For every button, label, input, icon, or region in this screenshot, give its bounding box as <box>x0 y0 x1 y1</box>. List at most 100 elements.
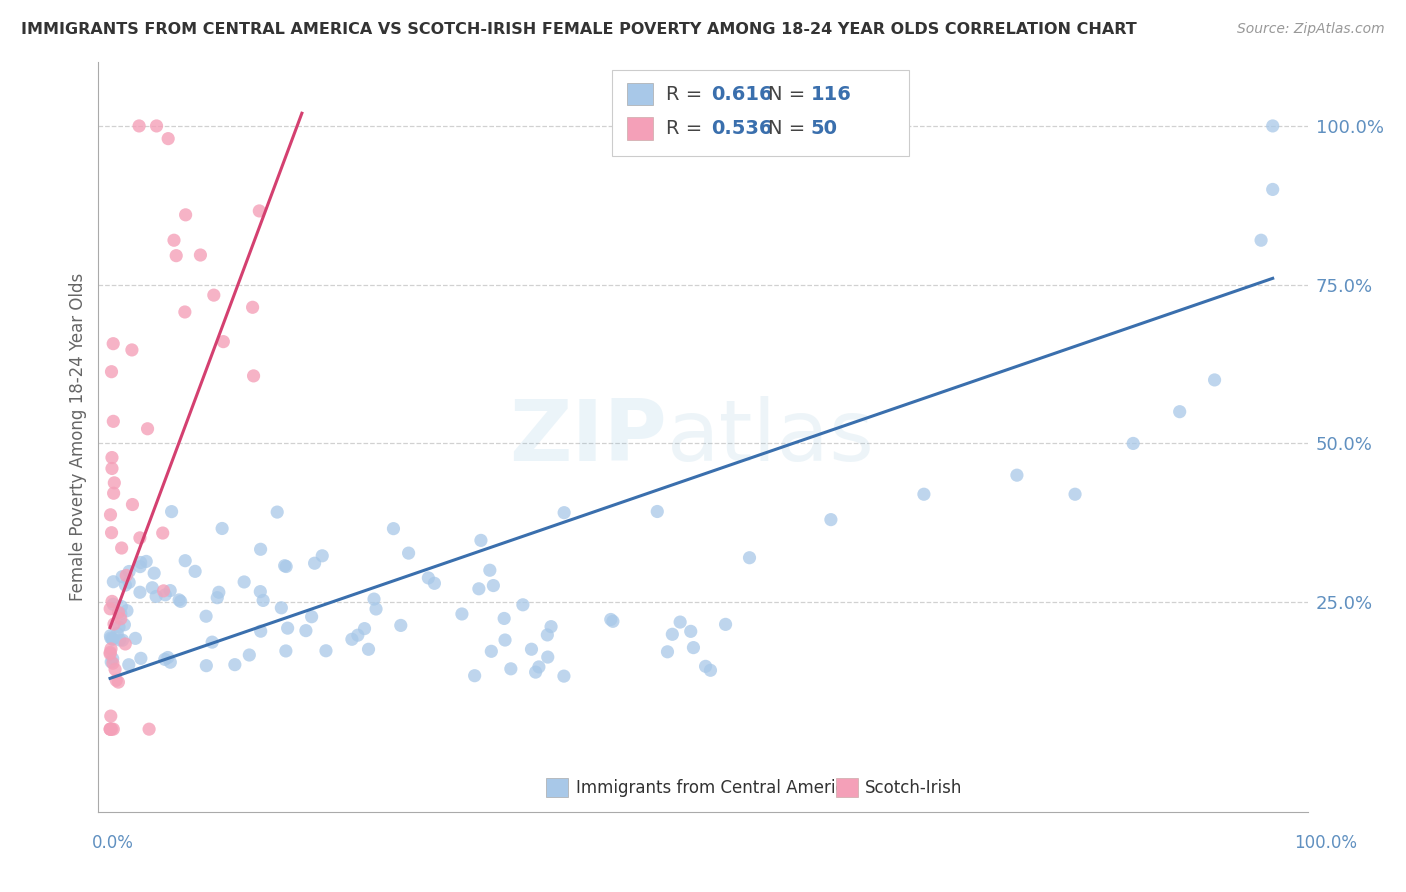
Point <box>315 644 337 658</box>
Point <box>353 622 375 636</box>
Text: R =: R = <box>665 85 709 103</box>
Point <box>695 659 717 673</box>
Text: Immigrants from Central America: Immigrants from Central America <box>576 780 855 797</box>
Point <box>537 650 560 665</box>
Point <box>153 652 176 666</box>
Point <box>645 504 668 518</box>
Point <box>115 568 138 582</box>
Point <box>101 594 124 608</box>
Point <box>101 632 124 647</box>
Point <box>714 617 737 632</box>
Point <box>100 709 122 723</box>
Point <box>602 615 624 629</box>
Point <box>103 414 125 428</box>
Point <box>423 576 446 591</box>
Point <box>107 675 129 690</box>
Point <box>479 644 502 658</box>
Point <box>103 617 125 632</box>
Point <box>340 632 363 647</box>
Point <box>184 565 207 579</box>
Point <box>155 588 177 602</box>
Point <box>540 620 562 634</box>
Point <box>266 505 288 519</box>
Point <box>136 422 159 436</box>
Point <box>1064 487 1087 501</box>
Point <box>143 566 166 581</box>
Point <box>100 508 122 522</box>
Point <box>156 650 179 665</box>
Point <box>103 722 125 736</box>
Point <box>103 336 125 351</box>
Point <box>347 628 370 642</box>
Point <box>464 669 486 683</box>
Bar <box>546 778 568 797</box>
Text: atlas: atlas <box>666 395 875 479</box>
Point <box>100 525 122 540</box>
Text: 116: 116 <box>811 85 852 103</box>
Point <box>363 592 385 607</box>
Point <box>124 632 146 646</box>
Point <box>242 300 264 314</box>
Point <box>820 513 842 527</box>
Point <box>494 633 516 648</box>
Point <box>114 637 136 651</box>
Point <box>98 645 121 659</box>
Point <box>159 583 181 598</box>
Point <box>145 590 167 604</box>
Point <box>173 305 195 319</box>
Point <box>135 554 157 568</box>
Bar <box>627 83 654 105</box>
Point <box>105 626 128 640</box>
Point <box>249 624 271 639</box>
Point <box>277 621 299 635</box>
Point <box>167 593 190 607</box>
Y-axis label: Female Poverty Among 18-24 Year Olds: Female Poverty Among 18-24 Year Olds <box>69 273 87 601</box>
Point <box>141 581 163 595</box>
Point <box>110 612 132 626</box>
Point <box>98 722 121 736</box>
Point <box>145 119 167 133</box>
Point <box>1261 119 1284 133</box>
Point <box>169 594 191 608</box>
Point <box>201 635 224 649</box>
Point <box>482 578 505 592</box>
Point <box>103 574 125 589</box>
Point <box>98 722 121 736</box>
Point <box>160 505 183 519</box>
Point <box>247 203 270 218</box>
Point <box>520 642 543 657</box>
Point <box>536 628 558 642</box>
Text: N =: N = <box>768 85 811 103</box>
Point <box>110 599 132 614</box>
Point <box>101 656 124 670</box>
Point <box>382 522 405 536</box>
Point <box>301 609 323 624</box>
Point <box>129 531 152 545</box>
Point <box>157 131 180 145</box>
Point <box>112 617 135 632</box>
Point <box>553 669 575 683</box>
Point <box>103 486 125 500</box>
Point <box>121 343 143 357</box>
Point <box>524 665 547 679</box>
Point <box>100 722 122 736</box>
Point <box>233 574 256 589</box>
Point <box>208 585 231 599</box>
Point <box>249 542 271 557</box>
Point <box>138 722 160 736</box>
Bar <box>627 118 654 140</box>
Point <box>661 627 683 641</box>
Point <box>110 607 132 621</box>
Point <box>174 208 197 222</box>
Point <box>105 673 128 688</box>
Point <box>499 662 522 676</box>
Point <box>100 631 122 645</box>
Text: 0.0%: 0.0% <box>91 834 134 852</box>
Text: N =: N = <box>768 119 811 138</box>
Point <box>295 624 318 638</box>
Text: 50: 50 <box>811 119 838 138</box>
Point <box>195 658 218 673</box>
Point <box>512 598 534 612</box>
Text: IMMIGRANTS FROM CENTRAL AMERICA VS SCOTCH-IRISH FEMALE POVERTY AMONG 18-24 YEAR : IMMIGRANTS FROM CENTRAL AMERICA VS SCOTC… <box>21 22 1137 37</box>
Point <box>100 629 122 643</box>
